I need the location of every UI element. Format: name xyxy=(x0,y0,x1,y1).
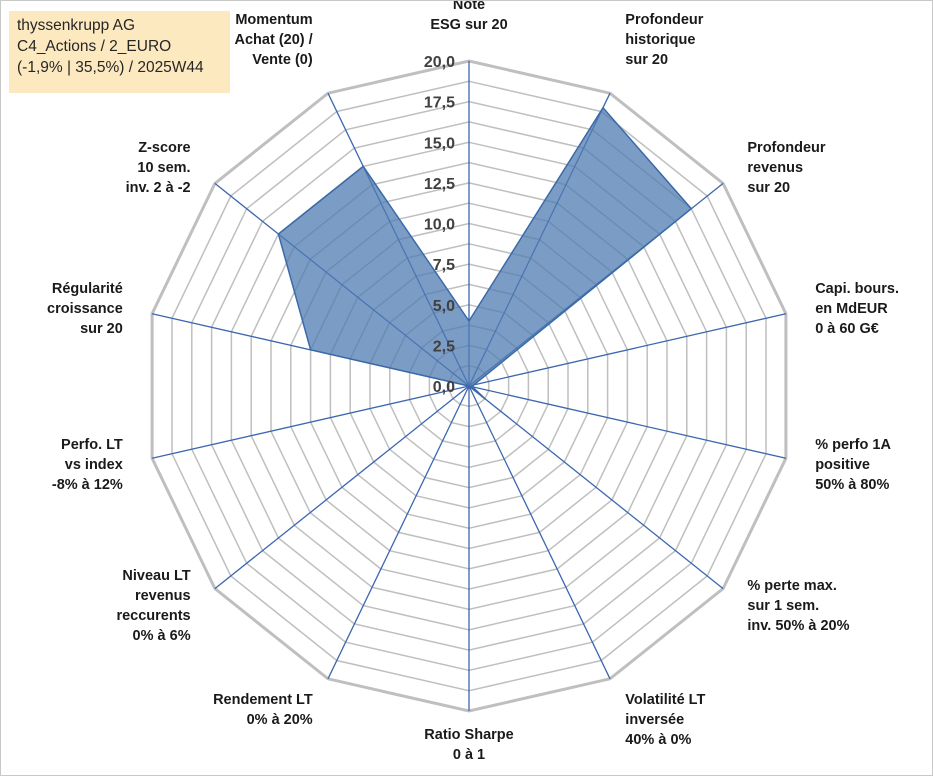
axis-label-line: 50% à 80% xyxy=(815,477,889,493)
axis-label: % perfo 1A positive 50% à 80% xyxy=(815,437,891,493)
axis-label: Rendement LT 0% à 20% xyxy=(213,692,313,728)
axis-label: Régularité croissance sur 20 xyxy=(47,281,123,337)
axis-label: Z-score 10 sem. inv. 2 à -2 xyxy=(126,140,191,196)
axis-label-line: Ratio Sharpe xyxy=(424,727,513,743)
tick-label: 7,5 xyxy=(433,257,455,274)
axis-label: Profondeur revenus sur 20 xyxy=(747,140,825,196)
tick-label: 0,0 xyxy=(433,379,455,396)
axis-spoke xyxy=(468,385,787,459)
tick-label: 10,0 xyxy=(424,217,455,234)
axis-label-line: sur 20 xyxy=(625,52,668,68)
axis-label-line: croissance xyxy=(47,301,123,317)
axis-label: Ratio Sharpe 0 à 1 xyxy=(424,727,513,763)
axis-label-line: en MdEUR xyxy=(815,301,888,317)
axis-label-line: 40% à 0% xyxy=(625,732,691,748)
axis-label-line: reccurents xyxy=(116,608,190,624)
axis-spoke xyxy=(468,385,724,590)
axis-label-line: Volatilité LT xyxy=(625,692,705,708)
axis-label-line: inv. 2 à -2 xyxy=(126,180,191,196)
axis-label-line: revenus xyxy=(135,588,191,604)
axis-label-line: inv. 50% à 20% xyxy=(747,618,849,634)
axis-spoke xyxy=(151,385,470,459)
axis-label-line: Rendement LT xyxy=(213,692,313,708)
axis-label-line: vs index xyxy=(65,457,123,473)
axis-label-line: -8% à 12% xyxy=(52,477,123,493)
axis-label-line: Profondeur xyxy=(625,12,703,28)
axis-label-line: Capi. bours. xyxy=(815,281,899,297)
axis-label-line: 0 à 60 G€ xyxy=(815,321,879,337)
axis-label-line: % perfo 1A xyxy=(815,437,891,453)
chart-title-box: thyssenkrupp AG C4_Actions / 2_EURO (-1,… xyxy=(9,11,230,93)
performance-week-label: (-1,9% | 35,5%) / 2025W44 xyxy=(17,59,204,76)
axis-label: Perfo. LT vs index -8% à 12% xyxy=(52,437,123,493)
axis-label-line: inversée xyxy=(625,712,684,728)
tick-label: 20,0 xyxy=(424,54,455,71)
company-name: thyssenkrupp AG xyxy=(17,17,136,34)
axis-spoke xyxy=(214,385,470,590)
axis-label-line: Profondeur xyxy=(747,140,825,156)
axis-label-line: Z-score xyxy=(138,140,190,156)
axis-label: % perte max. sur 1 sem. inv. 50% à 20% xyxy=(747,578,849,634)
tick-label: 12,5 xyxy=(424,176,455,193)
axis-label-line: sur 1 sem. xyxy=(747,598,819,614)
axis-label-line: sur 20 xyxy=(80,321,123,337)
axis-label-line: Perfo. LT xyxy=(61,437,123,453)
category-label: C4_Actions / 2_EURO xyxy=(17,38,172,55)
axis-label-line: % perte max. xyxy=(747,578,836,594)
axis-label: Niveau LT revenus reccurents 0% à 6% xyxy=(116,568,190,644)
axis-label-line: positive xyxy=(815,457,870,473)
axis-label-line: ESG sur 20 xyxy=(430,17,507,33)
tick-label: 15,0 xyxy=(424,135,455,152)
axis-label-line: 10 sem. xyxy=(137,160,190,176)
axis-label-line: Vente (0) xyxy=(252,52,313,68)
axis-label-line: 0 à 1 xyxy=(453,747,485,763)
axis-label: Momentum Achat (20) / Vente (0) xyxy=(235,12,313,68)
axis-label-line: Niveau LT xyxy=(122,568,190,584)
axis-spoke xyxy=(327,385,470,680)
axis-label-line: sur 20 xyxy=(747,180,790,196)
axis-spoke xyxy=(468,313,787,387)
axis-label-line: historique xyxy=(625,32,695,48)
tick-label: 5,0 xyxy=(433,298,455,315)
tick-label: 17,5 xyxy=(424,95,455,112)
axis-label: Note ESG sur 20 xyxy=(430,1,507,33)
tick-label: 2,5 xyxy=(433,338,455,355)
axis-label: Volatilité LT inversée 40% à 0% xyxy=(625,692,705,748)
axis-label-line: Achat (20) / xyxy=(235,32,313,48)
axis-label-line: Momentum xyxy=(235,12,312,28)
axis-label-line: revenus xyxy=(747,160,803,176)
axis-label-line: 0% à 6% xyxy=(133,628,191,644)
data-series-area xyxy=(277,106,693,400)
axis-label-line: Régularité xyxy=(52,281,123,297)
axis-label-line: Note xyxy=(453,1,485,13)
axis-label: Capi. bours. en MdEUR 0 à 60 G€ xyxy=(815,281,899,337)
axis-label-line: 0% à 20% xyxy=(247,712,313,728)
axis-label: Profondeur historique sur 20 xyxy=(625,12,703,68)
axis-spoke xyxy=(468,385,611,680)
